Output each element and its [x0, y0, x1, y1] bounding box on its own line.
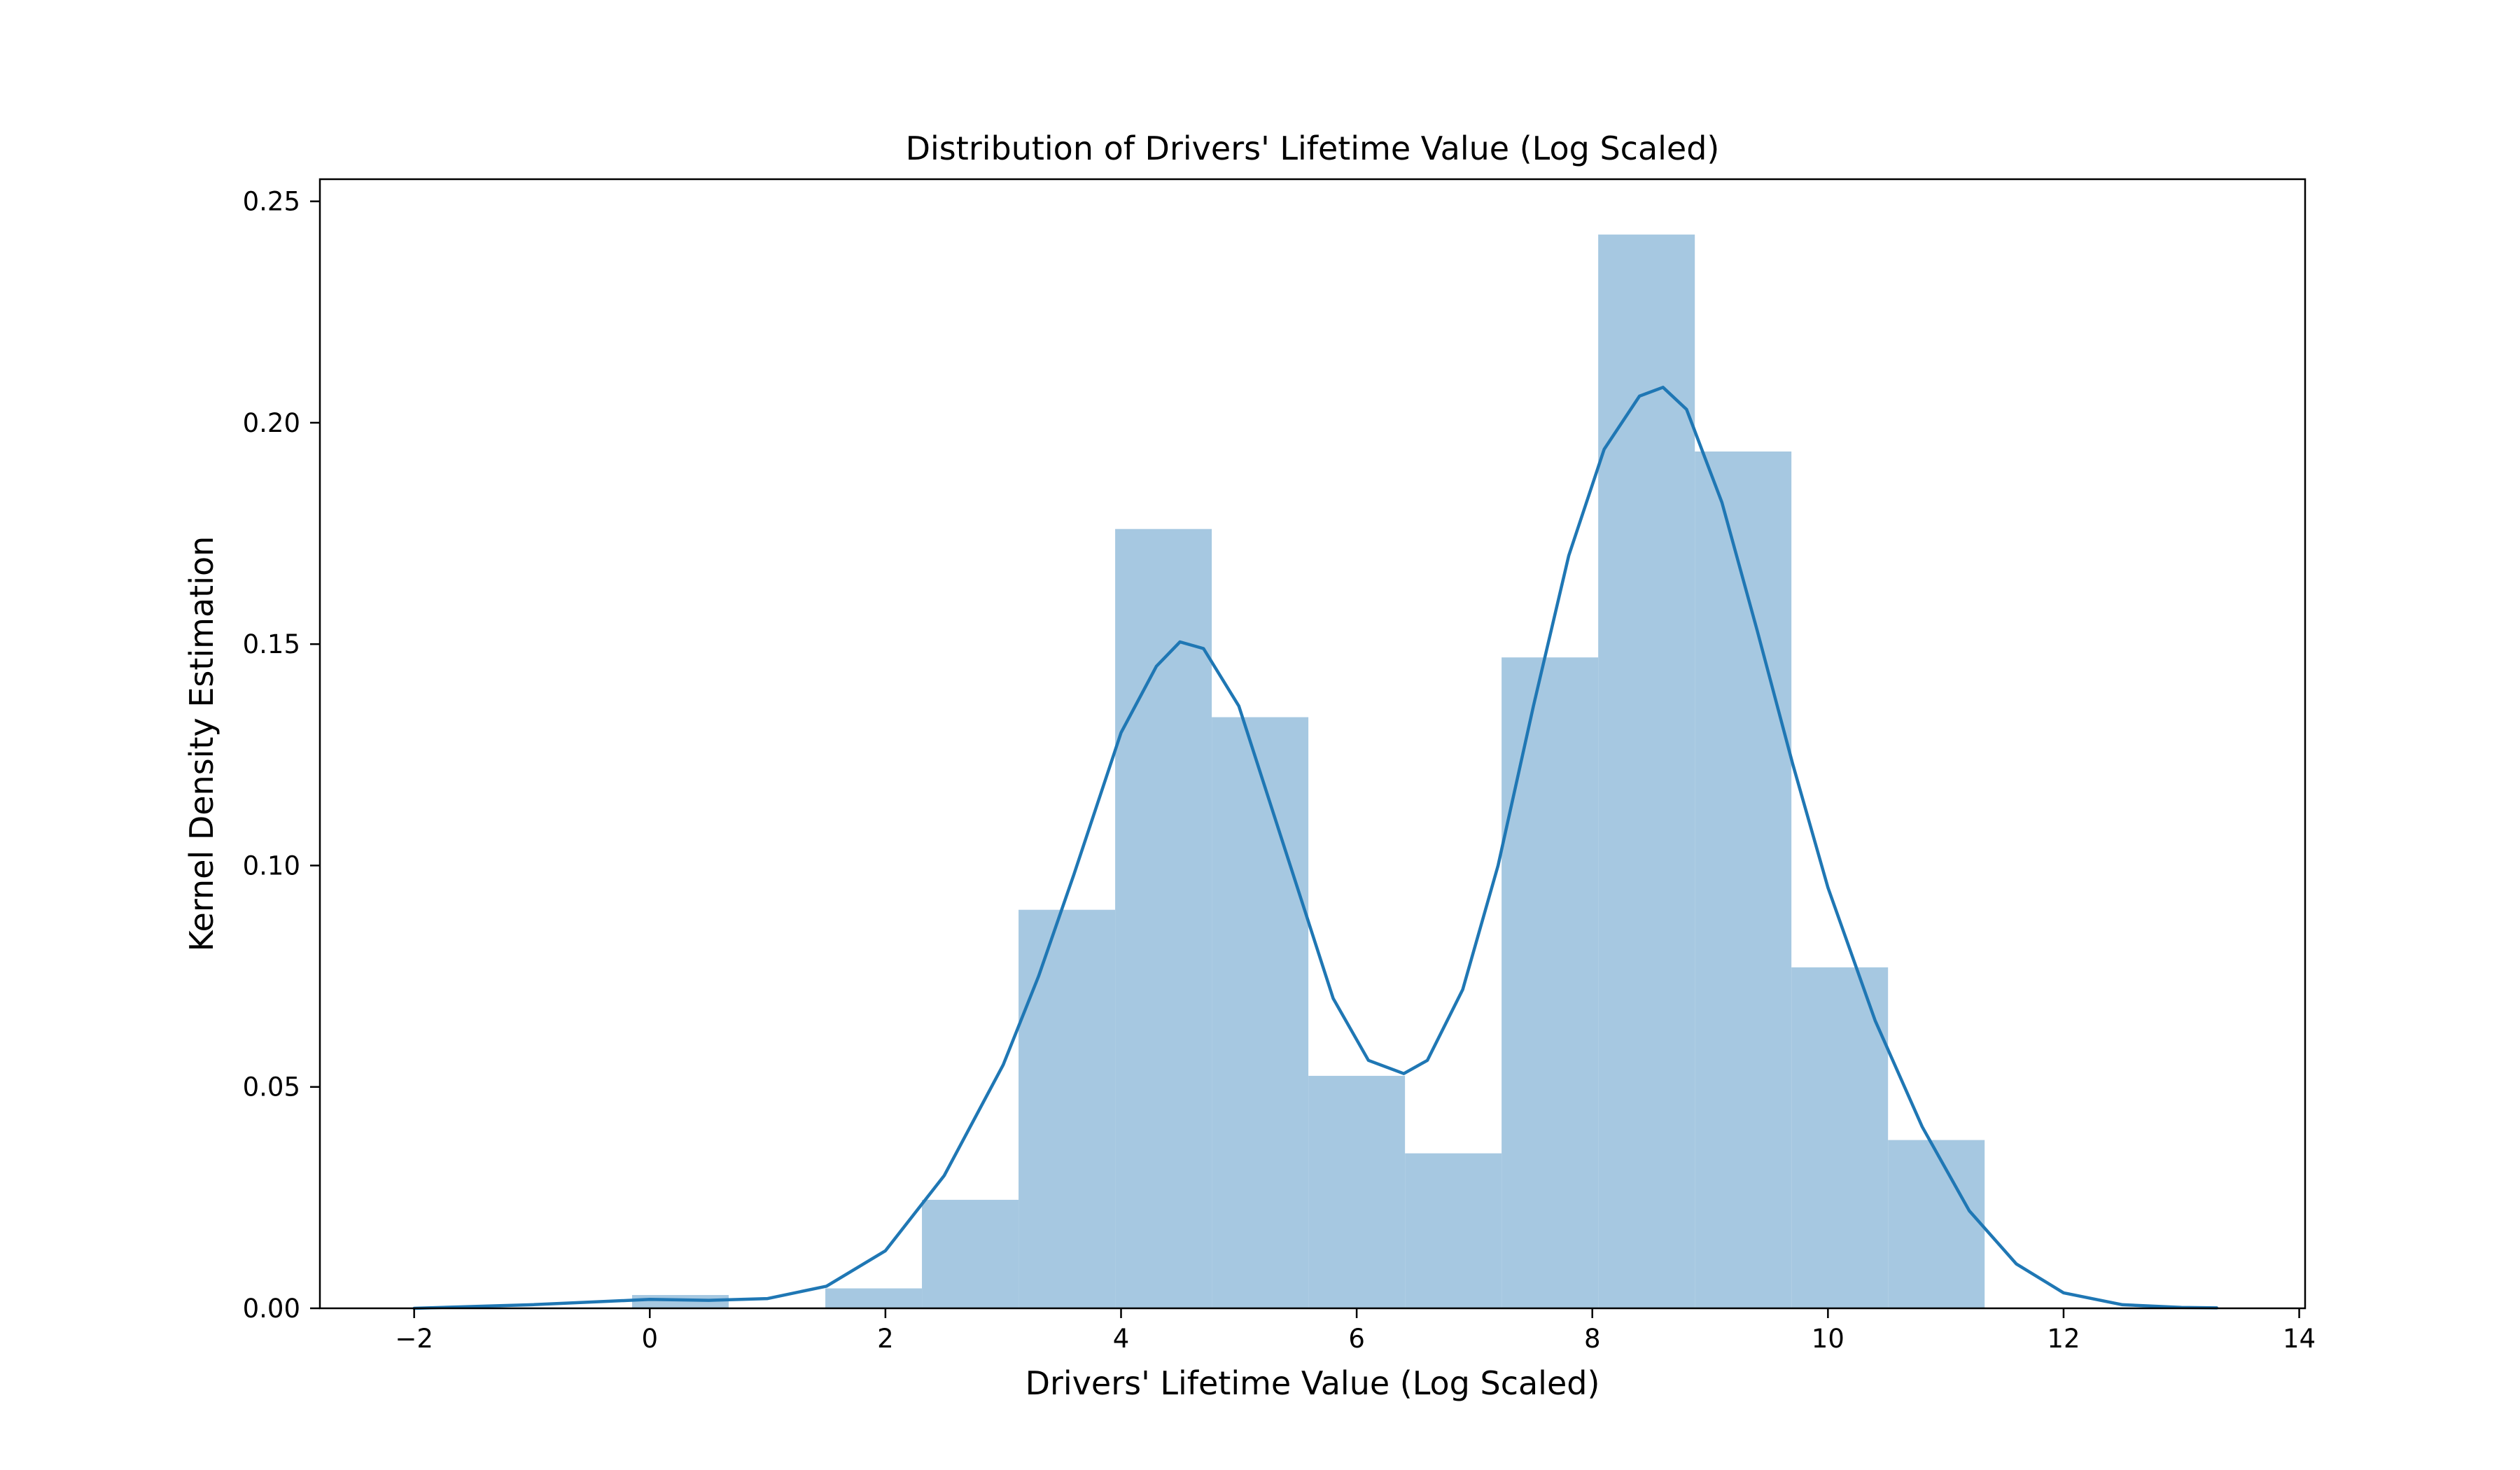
- chart-title: Distribution of Drivers' Lifetime Value …: [906, 130, 1720, 167]
- y-axis-label: Kernel Density Estimation: [183, 536, 220, 952]
- histogram-bar-6: [1212, 717, 1309, 1308]
- y-tick-label-1: 0.05: [243, 1072, 300, 1102]
- x-tick-label-8: 14: [2283, 1324, 2316, 1354]
- histogram-bar-3: [922, 1200, 1019, 1308]
- histogram-bar-11: [1695, 451, 1792, 1309]
- histogram-bar-7: [1308, 1075, 1406, 1308]
- histogram-bar-12: [1791, 967, 1889, 1308]
- x-tick-label-3: 4: [1113, 1324, 1130, 1354]
- histogram-bars: [632, 234, 1985, 1309]
- x-tick-label-7: 12: [2047, 1324, 2080, 1354]
- y-tick-label-5: 0.25: [243, 187, 300, 217]
- y-tick-label-3: 0.15: [243, 629, 300, 659]
- histogram-bar-2: [825, 1288, 923, 1308]
- histogram-bar-10: [1598, 234, 1695, 1309]
- x-tick-label-1: 0: [641, 1324, 658, 1354]
- x-tick-label-2: 2: [877, 1324, 894, 1354]
- y-tick-label-2: 0.10: [243, 850, 300, 881]
- histogram-bar-9: [1502, 657, 1599, 1308]
- histogram-bar-13: [1888, 1140, 1985, 1308]
- histogram-bar-8: [1405, 1153, 1502, 1308]
- y-tick-label-0: 0.00: [243, 1294, 300, 1324]
- x-axis-ticks: −2 0 2 4 6 8 10 12 14: [395, 1308, 2316, 1354]
- kde-line: [412, 386, 2219, 1310]
- x-tick-label-4: 6: [1348, 1324, 1365, 1354]
- y-tick-label-4: 0.20: [243, 408, 300, 438]
- plot-frame: [318, 178, 2306, 1310]
- x-tick-label-5: 8: [1584, 1324, 1601, 1354]
- x-axis-label: Drivers' Lifetime Value (Log Scaled): [1026, 1364, 1600, 1402]
- y-axis-ticks: 0.00 0.05 0.10 0.15 0.20 0.25: [243, 187, 320, 1324]
- histogram-bar-4: [1018, 909, 1116, 1308]
- kde-curve: [412, 386, 2219, 1310]
- x-tick-label-6: 10: [1812, 1324, 1844, 1354]
- x-tick-label-0: −2: [395, 1324, 433, 1354]
